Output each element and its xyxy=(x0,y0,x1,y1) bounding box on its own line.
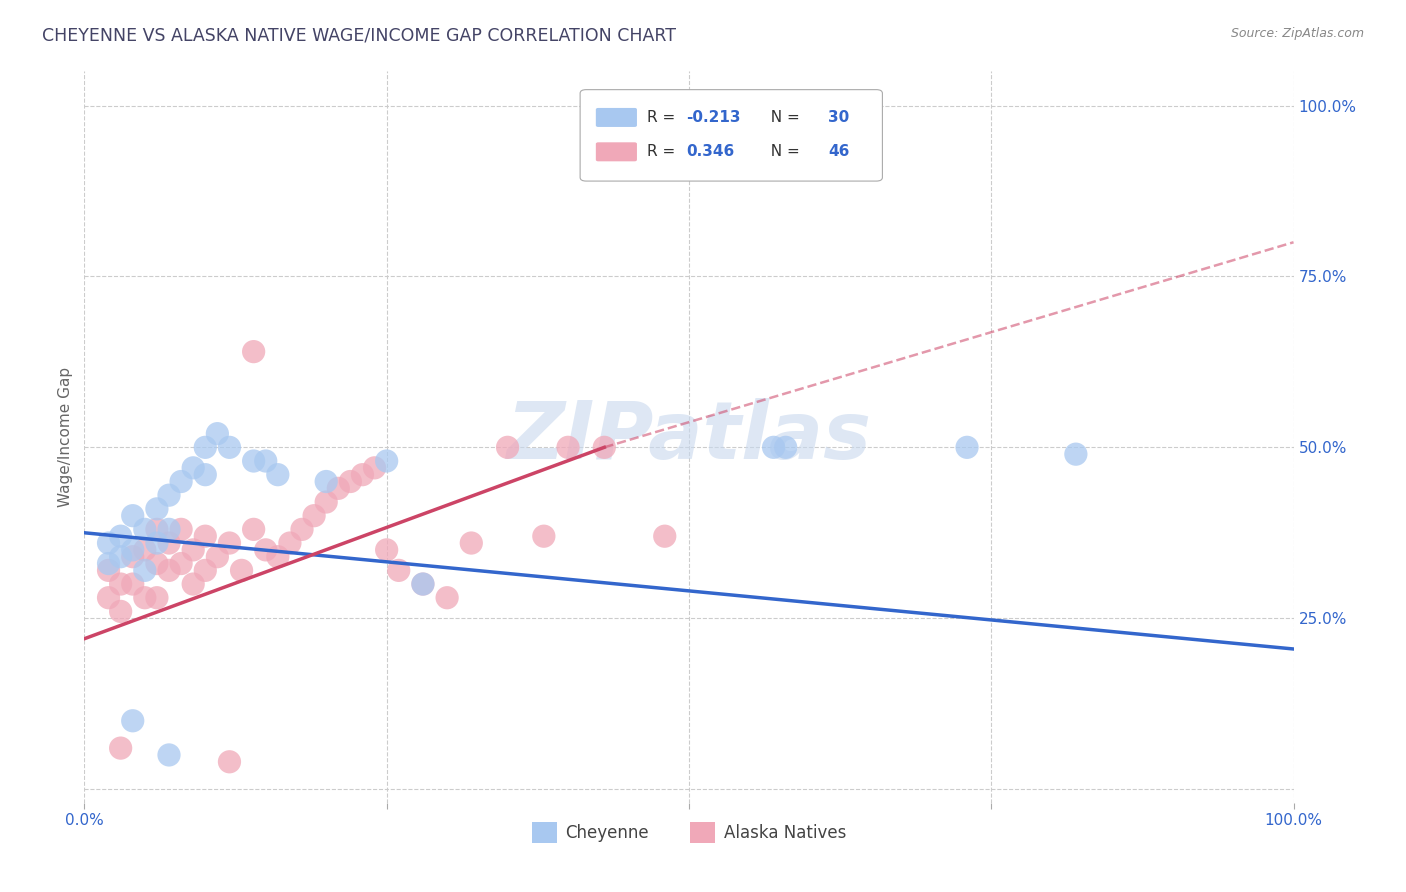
Point xyxy=(121,508,143,523)
Point xyxy=(388,563,411,577)
Point xyxy=(181,460,204,475)
Point xyxy=(157,563,180,577)
Point xyxy=(134,522,156,536)
Point xyxy=(352,467,374,482)
Text: R =: R = xyxy=(647,110,679,125)
Point xyxy=(218,440,240,454)
Point xyxy=(110,529,132,543)
Legend: Cheyenne, Alaska Natives: Cheyenne, Alaska Natives xyxy=(524,815,853,849)
Text: R =: R = xyxy=(647,145,679,160)
Point xyxy=(242,454,264,468)
Point xyxy=(146,591,169,605)
Point xyxy=(218,755,240,769)
Point xyxy=(146,501,169,516)
Point xyxy=(412,577,434,591)
Point xyxy=(110,741,132,756)
Point xyxy=(775,440,797,454)
Point xyxy=(436,591,458,605)
Point xyxy=(170,557,193,571)
Point xyxy=(121,577,143,591)
Point xyxy=(254,454,277,468)
Point xyxy=(157,536,180,550)
Text: CHEYENNE VS ALASKA NATIVE WAGE/INCOME GAP CORRELATION CHART: CHEYENNE VS ALASKA NATIVE WAGE/INCOME GA… xyxy=(42,27,676,45)
Text: N =: N = xyxy=(762,145,806,160)
Point xyxy=(254,542,277,557)
Point xyxy=(157,488,180,502)
Text: ZIPatlas: ZIPatlas xyxy=(506,398,872,476)
Point xyxy=(170,475,193,489)
Text: N =: N = xyxy=(762,110,806,125)
Point xyxy=(242,522,264,536)
Text: Source: ZipAtlas.com: Source: ZipAtlas.com xyxy=(1230,27,1364,40)
Point xyxy=(97,563,120,577)
Point xyxy=(121,549,143,564)
Point xyxy=(267,549,290,564)
Text: -0.213: -0.213 xyxy=(686,110,741,125)
Point xyxy=(328,481,350,495)
Point xyxy=(557,440,579,454)
Point xyxy=(363,460,385,475)
Point xyxy=(121,714,143,728)
Point xyxy=(134,591,156,605)
Point xyxy=(97,591,120,605)
Point xyxy=(110,549,132,564)
Point xyxy=(339,475,361,489)
Point xyxy=(110,604,132,618)
Point xyxy=(194,440,217,454)
Point xyxy=(412,577,434,591)
Y-axis label: Wage/Income Gap: Wage/Income Gap xyxy=(58,367,73,508)
Text: 30: 30 xyxy=(828,110,849,125)
FancyBboxPatch shape xyxy=(581,90,883,181)
Point xyxy=(146,536,169,550)
Text: 0.346: 0.346 xyxy=(686,145,735,160)
Point xyxy=(291,522,314,536)
Point xyxy=(194,529,217,543)
Point xyxy=(762,440,785,454)
Point xyxy=(146,557,169,571)
Point xyxy=(218,536,240,550)
Point xyxy=(134,563,156,577)
FancyBboxPatch shape xyxy=(596,143,637,161)
Point xyxy=(146,522,169,536)
Point xyxy=(181,577,204,591)
Point xyxy=(121,542,143,557)
Point xyxy=(207,426,229,441)
Point xyxy=(956,440,979,454)
Point xyxy=(194,563,217,577)
Point xyxy=(157,522,180,536)
Point xyxy=(315,475,337,489)
Point xyxy=(170,522,193,536)
Point xyxy=(97,536,120,550)
Point xyxy=(375,454,398,468)
Point xyxy=(1064,447,1087,461)
Point xyxy=(593,440,616,454)
Point xyxy=(267,467,290,482)
Point xyxy=(242,344,264,359)
Point xyxy=(97,557,120,571)
FancyBboxPatch shape xyxy=(596,108,637,127)
Point xyxy=(315,495,337,509)
Point xyxy=(496,440,519,454)
Point xyxy=(110,577,132,591)
Point xyxy=(194,467,217,482)
Point xyxy=(157,747,180,762)
Point xyxy=(181,542,204,557)
Point xyxy=(207,549,229,564)
Point xyxy=(278,536,301,550)
Text: 46: 46 xyxy=(828,145,849,160)
Point xyxy=(231,563,253,577)
Point xyxy=(375,542,398,557)
Point xyxy=(533,529,555,543)
Point xyxy=(134,542,156,557)
Point xyxy=(460,536,482,550)
Point xyxy=(654,529,676,543)
Point xyxy=(302,508,325,523)
